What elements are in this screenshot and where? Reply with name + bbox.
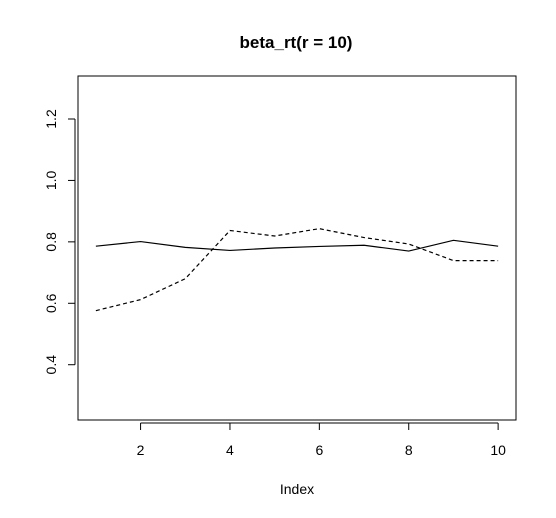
y-tick-label: 0.4 <box>43 355 59 375</box>
series-line-2 <box>95 228 499 312</box>
x-axis-label: Index <box>280 481 314 497</box>
x-tick-label: 8 <box>405 442 413 458</box>
x-tick-label: 2 <box>137 442 145 458</box>
plot-frame <box>77 75 517 421</box>
x-tick-label: 6 <box>315 442 323 458</box>
x-tick-label: 4 <box>226 442 234 458</box>
series-layer <box>95 228 499 312</box>
y-tick-label: 0.8 <box>43 232 59 252</box>
y-axis: 0.4 0.6 0.8 1.0 1.2 <box>43 109 76 375</box>
y-tick-label: 1.0 <box>43 170 59 190</box>
chart-title: beta_rt(r = 10) <box>240 33 353 52</box>
series-line-1 <box>95 239 499 252</box>
y-tick-label: 0.6 <box>43 293 59 313</box>
x-tick-label: 10 <box>490 442 506 458</box>
x-axis: 2 4 6 8 10 <box>137 422 506 458</box>
y-tick-label: 1.2 <box>43 109 59 129</box>
